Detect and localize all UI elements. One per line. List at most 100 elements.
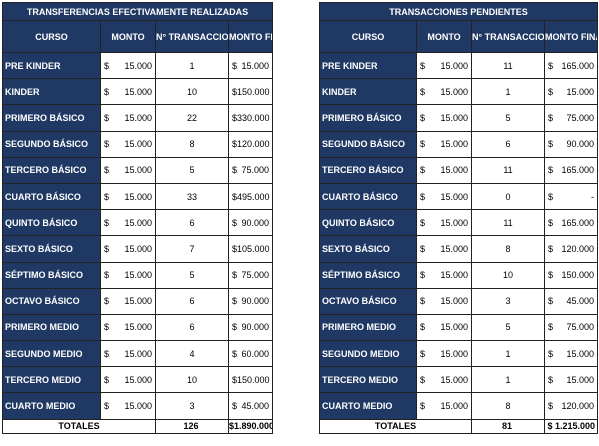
monto-final-cell: $75.000 <box>543 104 599 132</box>
monto-final-cell: $150.000 <box>227 366 274 394</box>
monto-final-value: 75.000 <box>566 112 595 123</box>
transacciones-cell: 1 <box>471 340 545 368</box>
curso-cell: QUINTO BÁSICO <box>319 209 417 237</box>
transacciones-cell: 3 <box>155 392 229 420</box>
curso-cell: SEGUNDO MEDIO <box>319 340 417 368</box>
table-row: OCTAVO BÁSICO $15.000 3 $45.000 <box>319 287 599 315</box>
monto-value: 15.000 <box>440 348 468 359</box>
monto-final-value: 75.000 <box>566 322 595 333</box>
monto-final-value: 120.000 <box>561 243 595 254</box>
currency-symbol: $ <box>548 139 554 150</box>
transacciones-cell: 8 <box>155 130 229 158</box>
table-row: SEXTO BÁSICO $15.000 7 $105.000 <box>2 235 274 263</box>
monto-final-value: 120.000 <box>561 401 595 412</box>
transacciones-cell: 11 <box>471 156 545 184</box>
curso-cell: PRIMERO MEDIO <box>319 313 417 342</box>
monto-final-cell: $90.000 <box>543 130 599 158</box>
curso-cell: TERCERO MEDIO <box>319 366 417 394</box>
monto-value: 15.000 <box>440 86 468 97</box>
monto-final-value: 90.000 <box>241 217 270 228</box>
currency-symbol: $ <box>420 112 426 123</box>
monto-value: 15.000 <box>440 296 468 307</box>
currency-symbol: $ <box>420 139 426 150</box>
monto-cell: $15.000 <box>100 78 156 106</box>
currency-symbol: $ <box>420 401 426 412</box>
monto-final-value: 90.000 <box>566 139 595 150</box>
monto-value: 15.000 <box>124 322 152 333</box>
monto-value: 15.000 <box>440 322 468 333</box>
currency-symbol: $ <box>104 270 110 281</box>
monto-cell: $15.000 <box>416 130 472 158</box>
curso-cell: TERCERO BÁSICO <box>319 156 417 184</box>
currency-symbol: $ <box>104 86 110 97</box>
table-row: PRE KINDER $15.000 11 $165.000 <box>319 51 599 80</box>
table-row: SEGUNDO MEDIO $15.000 1 $15.000 <box>319 340 599 368</box>
transacciones-cell: 1 <box>155 51 229 80</box>
monto-cell: $15.000 <box>416 209 472 237</box>
currency-symbol: $ <box>548 374 554 385</box>
curso-cell: PRE KINDER <box>2 51 101 80</box>
monto-value: 15.000 <box>124 60 152 71</box>
table-row: CUARTO MEDIO $15.000 3 $45.000 <box>2 392 274 420</box>
monto-final-cell: $45.000 <box>543 287 599 315</box>
monto-cell: $15.000 <box>100 104 156 132</box>
currency-symbol: $ <box>420 243 426 254</box>
monto-final-cell: $45.000 <box>227 392 274 420</box>
transacciones-cell: 8 <box>471 392 545 420</box>
totals-row: TOTALES 126 $1.890.000 <box>2 418 274 434</box>
transacciones-cell: 7 <box>155 235 229 263</box>
header-transacciones: N° TRANSACCIONES <box>155 20 229 53</box>
monto-final-cell: $75.000 <box>227 156 274 184</box>
monto-final-cell: $165.000 <box>543 156 599 184</box>
monto-value: 15.000 <box>124 165 152 176</box>
table-row: PRIMERO MEDIO $15.000 6 $90.000 <box>2 313 274 342</box>
currency-symbol: $ <box>104 401 110 412</box>
totals-transacciones: 81 <box>471 418 545 434</box>
monto-final-value: 15.000 <box>566 374 595 385</box>
currency-symbol: $ <box>104 112 110 123</box>
curso-cell: PRIMERO MEDIO <box>2 313 101 342</box>
curso-cell: OCTAVO BÁSICO <box>319 287 417 315</box>
currency-symbol: $ <box>548 191 554 202</box>
curso-cell: CUARTO MEDIO <box>2 392 101 420</box>
transacciones-cell: 5 <box>155 156 229 184</box>
monto-value: 15.000 <box>440 139 468 150</box>
table-row: KINDER $15.000 10 $150.000 <box>2 78 274 106</box>
monto-cell: $15.000 <box>100 51 156 80</box>
transacciones-cell: 5 <box>155 261 229 289</box>
monto-cell: $15.000 <box>416 104 472 132</box>
table-row: QUINTO BÁSICO $15.000 6 $90.000 <box>2 209 274 237</box>
transacciones-cell: 6 <box>155 287 229 315</box>
monto-value: 15.000 <box>440 165 468 176</box>
currency-symbol: $ <box>420 296 426 307</box>
transacciones-cell: 4 <box>155 340 229 368</box>
table-row: SEGUNDO MEDIO $15.000 4 $60.000 <box>2 340 274 368</box>
currency-symbol: $ <box>104 348 110 359</box>
currency-symbol: $ <box>232 139 238 150</box>
header-monto: MONTO <box>100 20 156 53</box>
table-row: SEGUNDO BÁSICO $15.000 6 $90.000 <box>319 130 599 158</box>
currency-symbol: $ <box>232 374 238 385</box>
header-curso: CURSO <box>319 20 417 53</box>
monto-cell: $15.000 <box>100 287 156 315</box>
transacciones-cell: 8 <box>471 235 545 263</box>
table-row: PRIMERO BÁSICO $15.000 22 $330.000 <box>2 104 274 132</box>
transacciones-cell: 1 <box>471 78 545 106</box>
monto-final-cell: $15.000 <box>227 51 274 80</box>
table-row: SEXTO BÁSICO $15.000 8 $120.000 <box>319 235 599 263</box>
currency-symbol: $ <box>420 270 426 281</box>
monto-cell: $15.000 <box>100 340 156 368</box>
monto-final-cell: $75.000 <box>543 313 599 342</box>
monto-cell: $15.000 <box>100 261 156 289</box>
monto-cell: $15.000 <box>416 235 472 263</box>
monto-cell: $15.000 <box>100 130 156 158</box>
transacciones-cell: 22 <box>155 104 229 132</box>
currency-symbol: $ <box>232 86 238 97</box>
monto-final-cell: $90.000 <box>227 209 274 237</box>
monto-final-value: 45.000 <box>566 296 595 307</box>
monto-value: 15.000 <box>440 374 468 385</box>
table-row: TERCERO BÁSICO $15.000 11 $165.000 <box>319 156 599 184</box>
monto-final-value: 330.000 <box>237 112 270 123</box>
curso-cell: CUARTO MEDIO <box>319 392 417 420</box>
currency-symbol: $ <box>548 296 554 307</box>
